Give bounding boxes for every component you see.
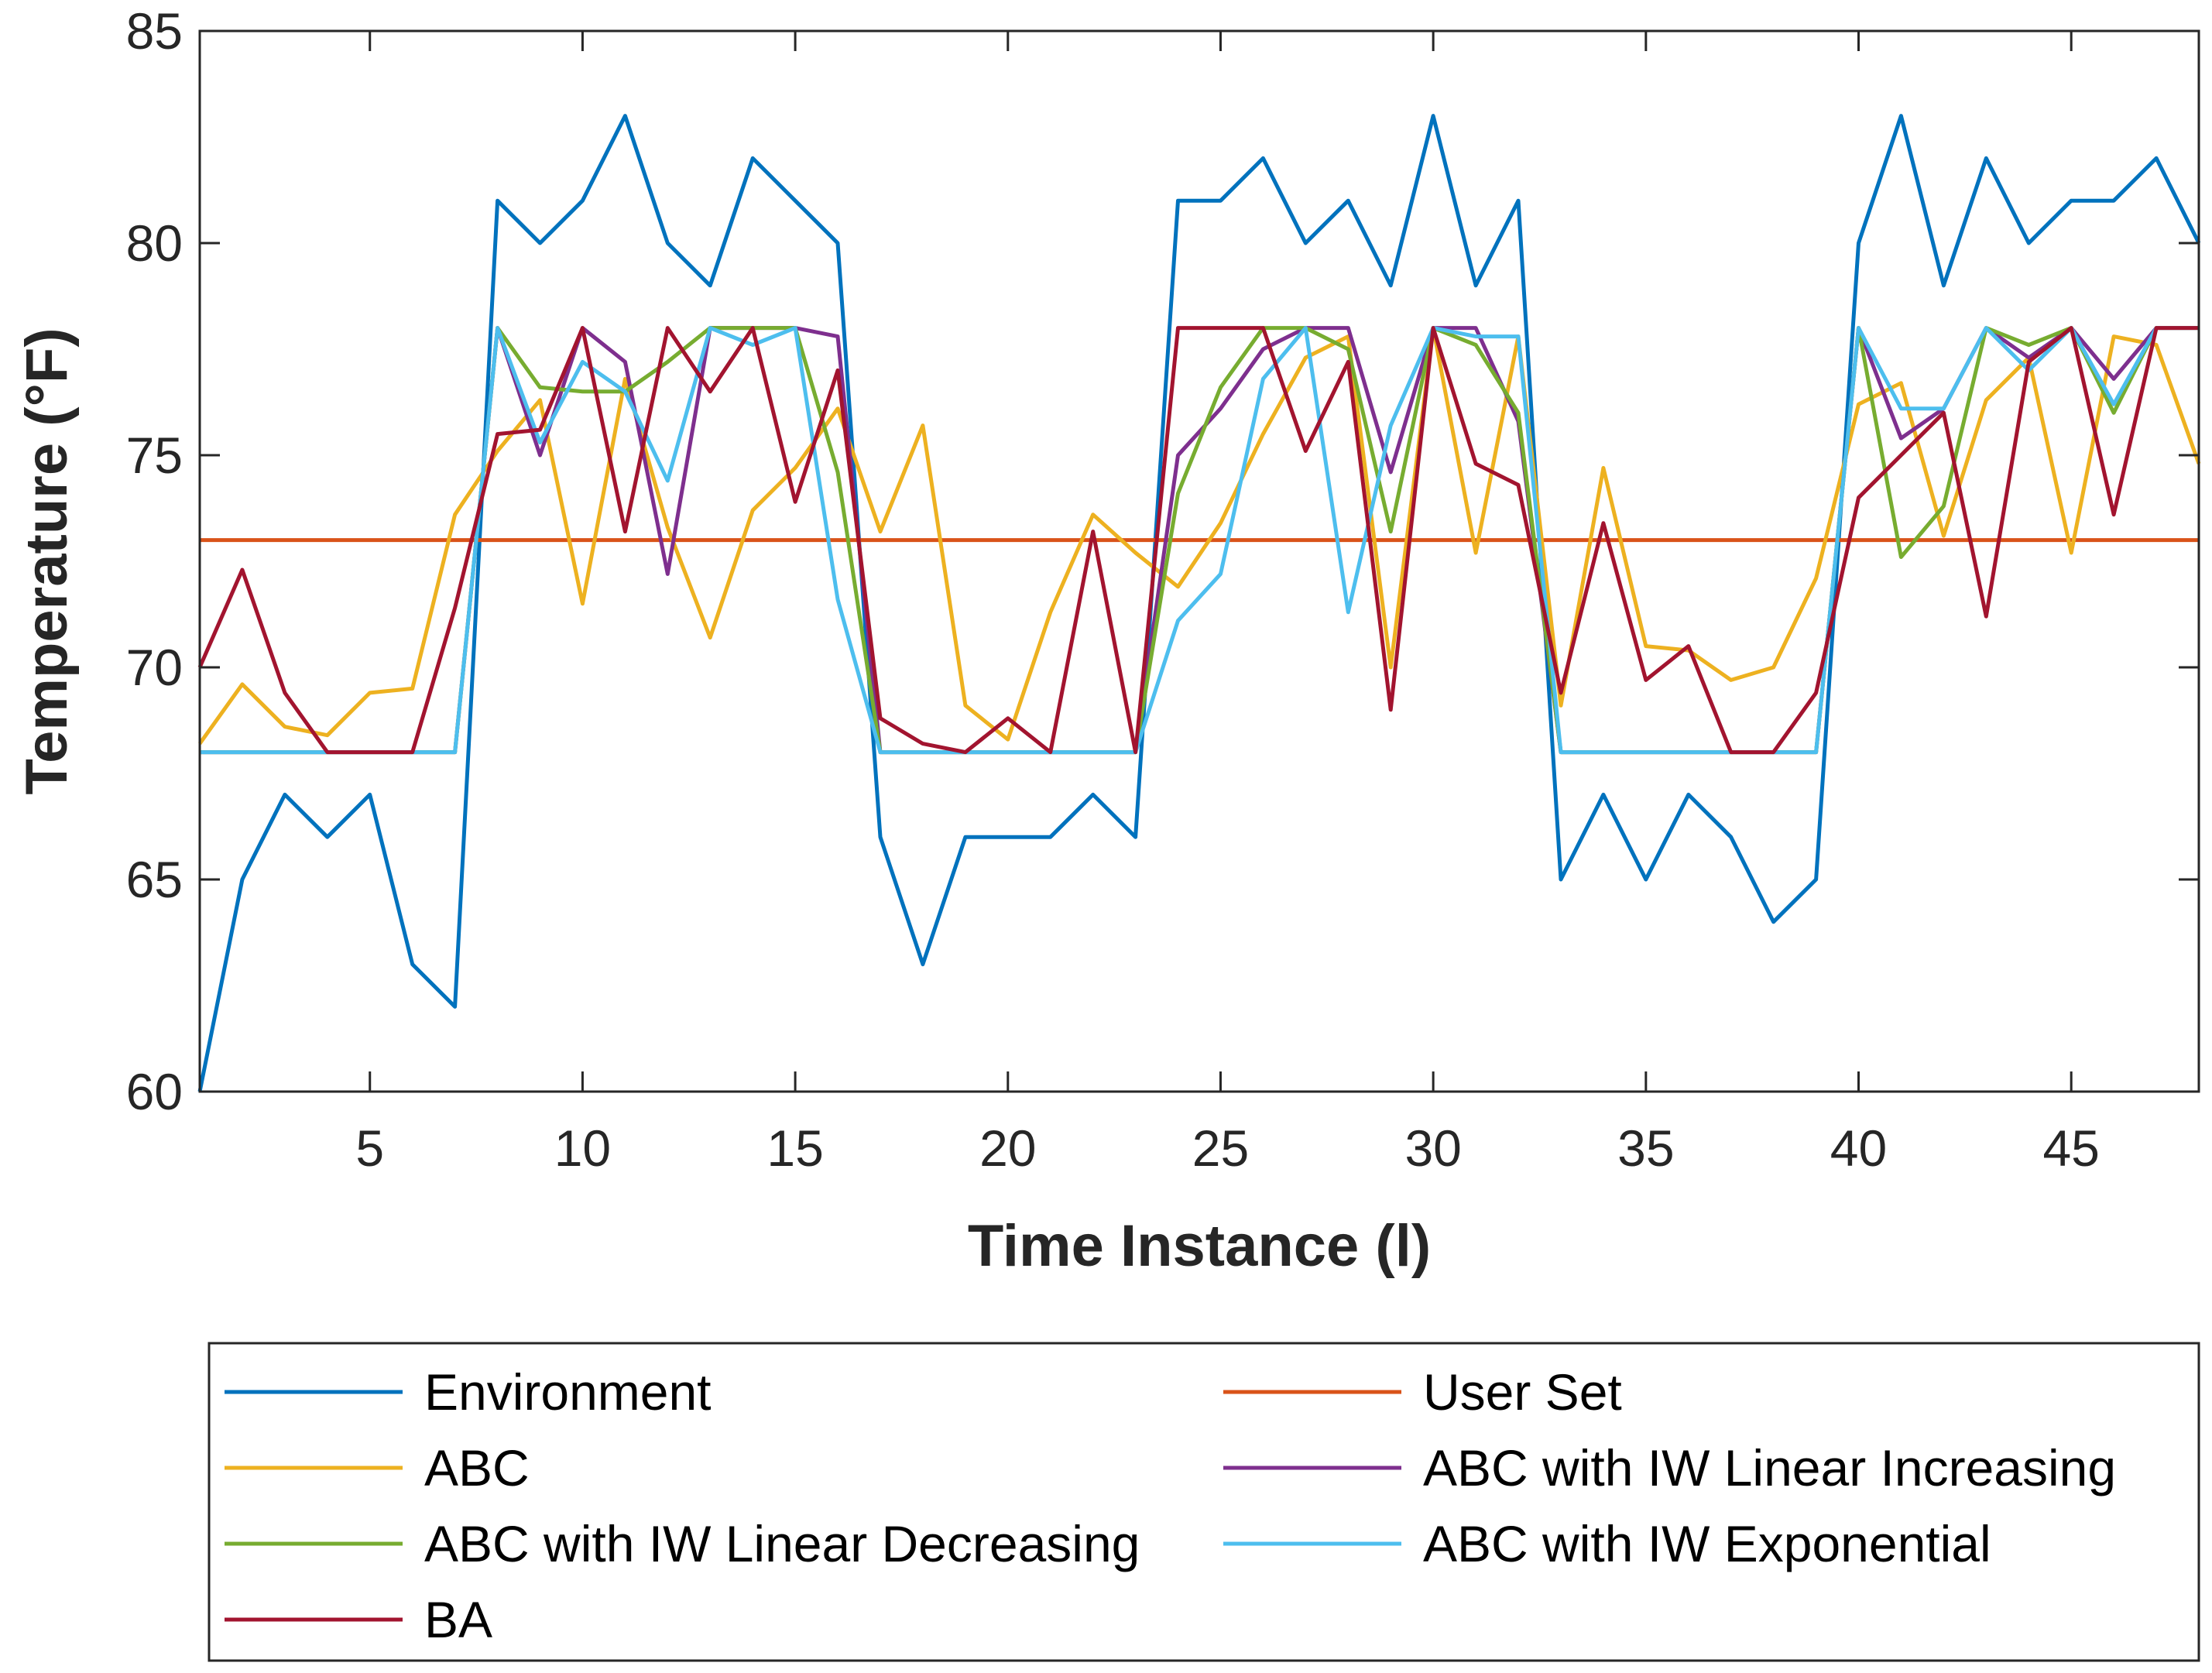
plot-background	[200, 31, 2199, 1092]
legend-label-0: Environment	[424, 1363, 712, 1421]
plot-frame	[198, 29, 2200, 1093]
y-tick-label: 80	[126, 214, 183, 272]
x-tick-label: 30	[1404, 1119, 1461, 1177]
x-tick-label: 5	[355, 1119, 384, 1177]
series-line-4	[200, 326, 2199, 755]
series-layer	[197, 114, 2201, 1092]
y-tick-label: 70	[126, 639, 183, 696]
x-axis: 5 10 15 20 25 30 35 40 45	[355, 31, 2100, 1177]
x-tick-label: 15	[766, 1119, 823, 1177]
series-line-3	[200, 326, 2199, 755]
legend-label-2: ABC	[424, 1439, 530, 1496]
legend-label-3: ABC with IW Linear Increasing	[1423, 1439, 2116, 1496]
legend-label-1: User Set	[1423, 1363, 1622, 1421]
series-line-6	[197, 326, 2199, 755]
x-tick-label: 40	[1830, 1119, 1887, 1177]
x-tick-label: 10	[554, 1119, 611, 1177]
y-tick-label: 85	[126, 2, 183, 60]
x-tick-label: 20	[979, 1119, 1036, 1177]
y-axis-title: Temperature (°F)	[14, 327, 80, 794]
y-tick-label: 60	[126, 1063, 183, 1120]
y-tick-label: 75	[126, 427, 183, 484]
y-axis: 60 65 70 75 80 85	[126, 2, 2199, 1120]
y-tick-label: 65	[126, 851, 183, 908]
x-tick-label: 35	[1617, 1119, 1674, 1177]
series-line-5	[200, 326, 2199, 755]
legend-label-5: ABC with IW Exponential	[1423, 1515, 1991, 1572]
x-tick-label: 25	[1192, 1119, 1249, 1177]
series-line-2	[197, 326, 2201, 746]
legend-label-6: BA	[424, 1591, 492, 1648]
legend: Environment User Set ABC ABC with IW Linear…	[225, 1363, 2116, 1648]
x-tick-label: 45	[2042, 1119, 2099, 1177]
legend-label-4: ABC with IW Linear Decreasing	[424, 1515, 1140, 1572]
x-axis-title: Time Instance (l)	[968, 1213, 1431, 1279]
series-line-0	[197, 114, 2201, 1092]
legend-box	[207, 1342, 2200, 1662]
